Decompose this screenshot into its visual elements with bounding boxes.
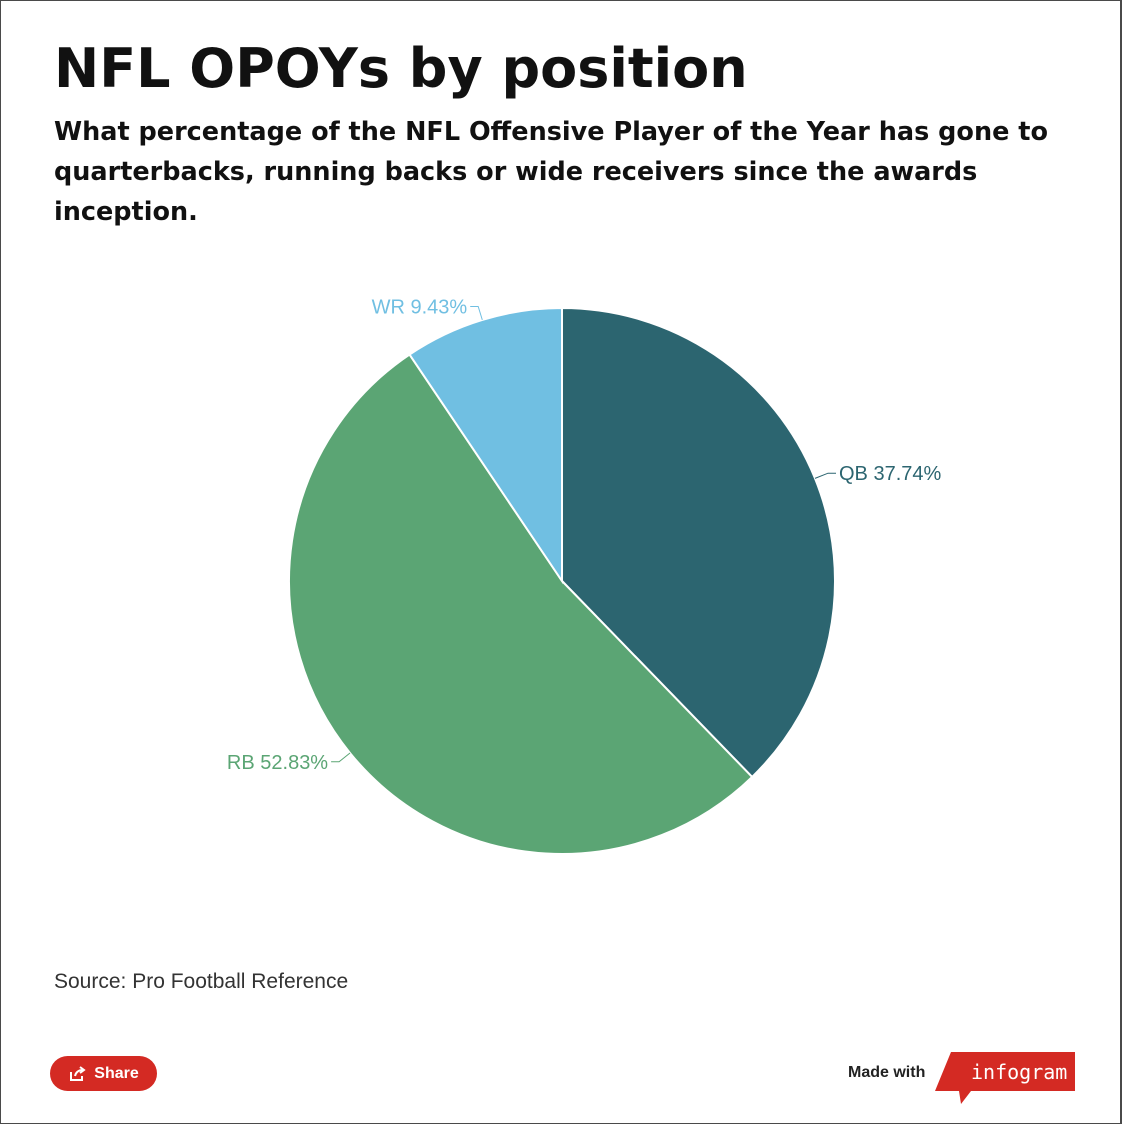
slice-label-rb: RB 52.83% [227,752,328,774]
source-note: Source: Pro Football Reference [54,970,349,993]
pie-slice-qb[interactable] [561,306,836,779]
leader-line-qb [814,472,836,479]
share-icon [68,1065,86,1083]
leader-line-rb [331,752,351,763]
chart-title: NFL OPOYs by position [54,37,748,100]
pie-slice-rb[interactable] [288,353,754,855]
infogram-logo-text: infogram [971,1060,1068,1084]
infogram-logo-shape [935,1052,1075,1104]
slice-label-qb: QB 37.74% [839,463,942,485]
slice-label-wr: WR 9.43% [372,297,468,319]
made-with-label: Made with [848,1064,926,1081]
infogram-logo[interactable]: infogram [935,1052,1075,1106]
share-label: Share [94,1064,139,1082]
leader-line-wr [470,306,483,321]
share-button[interactable]: Share [50,1056,157,1091]
chart-subtitle: What percentage of the NFL Offensive Pla… [54,117,1048,227]
